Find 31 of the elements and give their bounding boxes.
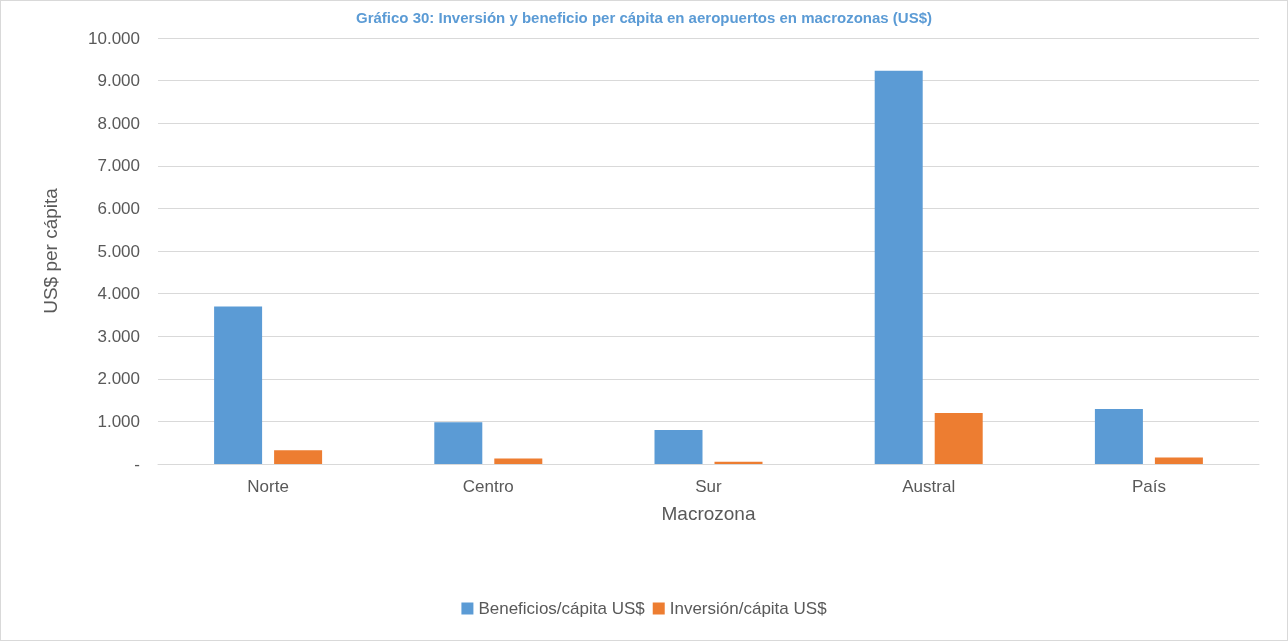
bar	[1154, 457, 1203, 464]
y-tick-label: 3.000	[97, 326, 140, 346]
legend-label: Beneficios/cápita US$	[478, 599, 646, 618]
bar	[214, 306, 263, 464]
y-tick-label: 10.000	[88, 28, 140, 48]
y-tick-label: 5.000	[97, 241, 140, 261]
y-tick-label: 4.000	[97, 284, 140, 304]
legend-label: Inversión/cápita US$	[669, 599, 828, 618]
y-axis-title: US$ per cápita	[40, 187, 61, 314]
bar	[434, 422, 483, 464]
y-tick-label: 9.000	[97, 71, 140, 91]
y-tick-label: 7.000	[97, 156, 140, 176]
x-tick-label: País	[1131, 477, 1166, 496]
bar	[934, 412, 983, 464]
x-tick-label: Centro	[462, 477, 514, 496]
x-tick-label: Austral	[902, 477, 956, 496]
y-tick-label: -	[134, 454, 140, 474]
bar	[494, 458, 543, 464]
y-tick-label: 1.000	[97, 411, 140, 431]
y-tick-label: 8.000	[97, 113, 140, 133]
bar	[1094, 409, 1143, 464]
bar	[274, 450, 323, 464]
y-tick-label: 6.000	[97, 198, 140, 218]
bar	[874, 70, 923, 464]
x-tick-label: Sur	[695, 477, 723, 496]
chart-title: Gráfico 30: Inversión y beneficio per cápita en aeropuertos en macrozonas (US$)	[355, 9, 933, 26]
bar	[714, 461, 763, 464]
y-tick-label: 2.000	[97, 369, 140, 389]
x-axis-title: Macrozona	[661, 503, 756, 524]
bar	[654, 429, 703, 464]
x-tick-label: Norte	[247, 477, 289, 496]
